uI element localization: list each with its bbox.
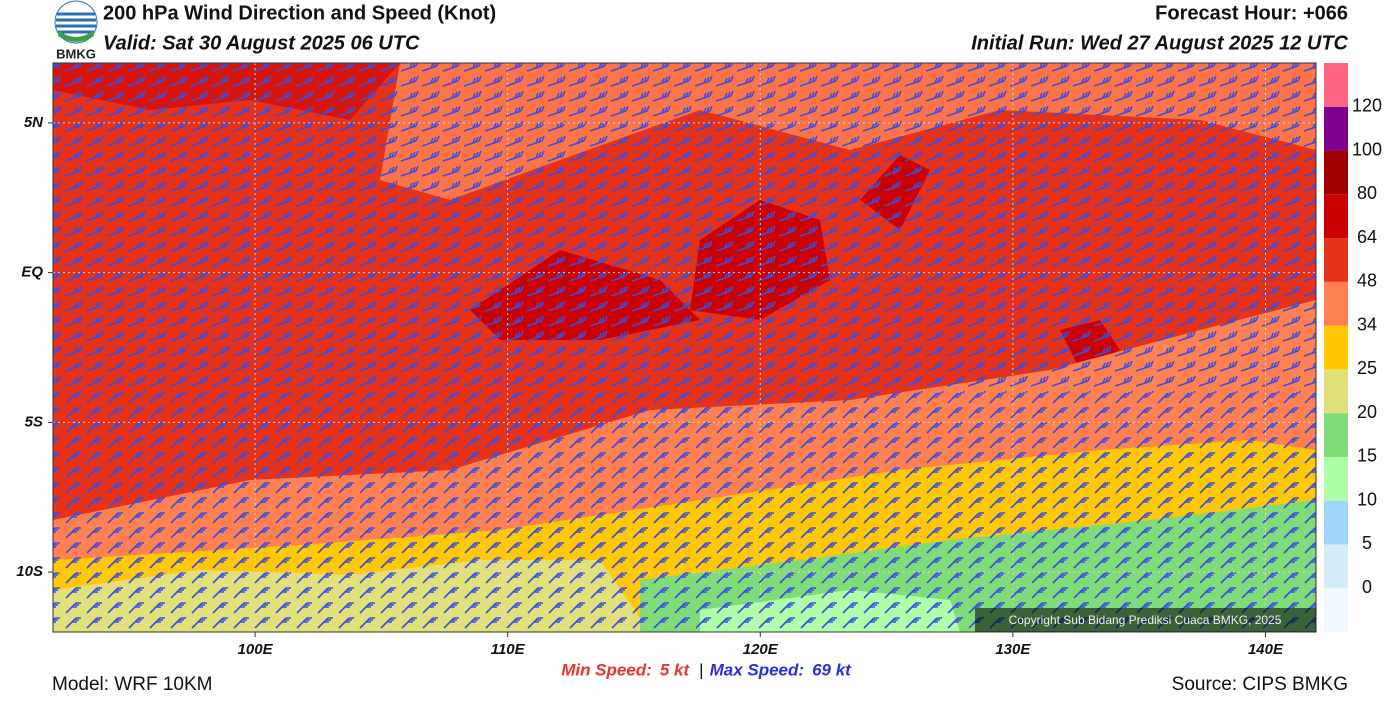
colorbar-swatch [1324, 281, 1348, 326]
colorbar-swatch [1324, 238, 1348, 282]
map-grid: 100E 110E 120E 130E 140E 5N EQ 5S 10S [16, 63, 1316, 658]
logo: BMKG [54, 0, 98, 61]
wind-field [53, 63, 1316, 632]
x-tick-label: 120E [743, 641, 779, 658]
colorbar-label: 10 [1357, 489, 1377, 509]
x-tick-label: 110E [491, 641, 526, 658]
colorbar-swatch [1324, 456, 1348, 501]
min-speed-label: Min Speed: [561, 660, 652, 679]
colorbar-label: 120 [1352, 96, 1382, 116]
colorbar-swatch [1324, 325, 1348, 370]
y-tick-label: 5S [25, 413, 43, 430]
max-speed-label: Max Speed: [710, 660, 804, 679]
separator: | [699, 660, 703, 679]
colorbar-label: 100 [1352, 139, 1382, 159]
colorbar-swatch [1324, 369, 1348, 414]
valid-time: Valid: Sat 30 August 2025 06 UTC [103, 32, 420, 54]
colorbar-label: 0 [1362, 577, 1372, 597]
source: Source: CIPS BMKG [1172, 674, 1348, 695]
colorbar-label: 20 [1357, 402, 1377, 422]
colorbar-swatch [1324, 500, 1348, 545]
colorbar-swatch [1324, 413, 1348, 457]
copyright-box [975, 608, 1316, 632]
colorbar-label: 80 [1357, 183, 1377, 203]
colorbar-label: 34 [1357, 314, 1377, 334]
initial-run: Initial Run: Wed 27 August 2025 12 UTC [971, 32, 1348, 54]
x-tick-label: 140E [1248, 641, 1284, 658]
colorbar-label: 64 [1357, 227, 1377, 247]
colorbar-label: 15 [1357, 446, 1377, 466]
colorbar-label: 25 [1357, 358, 1377, 378]
colorbar: 0 5 10 15 20 25 34 48 64 80 100 120 [1324, 63, 1382, 632]
colorbar-swatch [1324, 194, 1348, 239]
logo-text: BMKG [56, 46, 96, 61]
colorbar-label: 5 [1362, 533, 1372, 553]
y-tick-label: EQ [21, 264, 43, 281]
title: 200 hPa Wind Direction and Speed (Knot) [103, 2, 496, 24]
model: Model: WRF 10KM [52, 674, 212, 695]
colorbar-swatch [1324, 588, 1348, 632]
x-tick-label: 130E [995, 641, 1031, 658]
y-tick-label: 5N [24, 114, 44, 131]
copyright: Copyright Sub Bidang Prediksi Cuaca BMKG… [1009, 613, 1282, 627]
colorbar-label: 48 [1357, 271, 1377, 291]
colorbar-swatch [1324, 63, 1348, 107]
forecast-hour: Forecast Hour: +066 [1155, 2, 1348, 24]
max-speed-value: 69 kt [812, 660, 852, 679]
map-frame [52, 62, 1317, 633]
colorbar-swatch [1324, 106, 1348, 151]
colorbar-swatch [1324, 544, 1348, 589]
min-speed-value: 5 kt [660, 660, 691, 679]
colorbar-swatch [1324, 150, 1348, 195]
x-tick-label: 100E [238, 641, 274, 658]
y-tick-label: 10S [16, 563, 43, 580]
